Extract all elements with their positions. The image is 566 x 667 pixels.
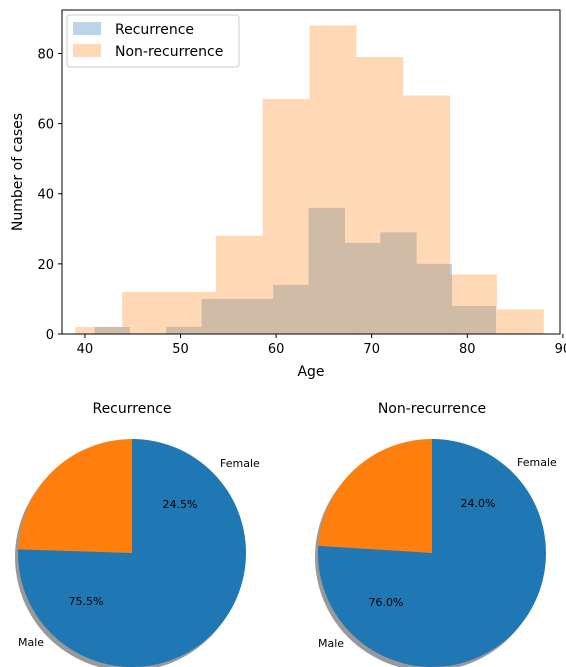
y-axis-ticks: 0 20 40 60 80 bbox=[37, 47, 62, 343]
pie-slice-female bbox=[18, 439, 132, 553]
legend: Recurrence Non-recurrence bbox=[66, 14, 240, 68]
x-tick-label: 90 bbox=[555, 342, 566, 357]
hist-bar-non-recurrence-1 bbox=[122, 291, 170, 334]
y-tick-label: 20 bbox=[37, 258, 54, 273]
legend-label-recurrence: Recurrence bbox=[115, 22, 194, 38]
x-axis-ticks: 40 50 60 70 80 90 bbox=[77, 334, 566, 357]
pie-slice-male bbox=[18, 439, 246, 667]
x-tick-label: 50 bbox=[172, 342, 189, 357]
pie-non-recurrence-slices bbox=[315, 439, 546, 667]
pie-pct-female: 24.0% bbox=[461, 497, 496, 510]
hist-bar-non-recurrence-7 bbox=[403, 95, 451, 334]
y-tick-label: 60 bbox=[37, 118, 54, 133]
pie-slice-female bbox=[318, 439, 432, 553]
pie-recurrence: Recurrence Female Male 24.5% 75.5% bbox=[15, 401, 260, 667]
hist-bar-recurrence-2 bbox=[166, 326, 202, 334]
y-tick-label: 80 bbox=[37, 47, 54, 62]
x-axis-label: Age bbox=[297, 364, 324, 380]
pie-pct-male: 75.5% bbox=[69, 595, 104, 608]
hist-bar-non-recurrence-2 bbox=[169, 291, 216, 334]
hist-bar-non-recurrence-8 bbox=[450, 274, 497, 334]
hist-bar-non-recurrence-3 bbox=[215, 235, 263, 334]
hist-bar-recurrence-5 bbox=[273, 284, 309, 334]
hist-bar-non-recurrence-9 bbox=[496, 309, 544, 334]
x-tick-label: 70 bbox=[363, 342, 380, 357]
histogram-bars bbox=[75, 25, 544, 335]
hist-bar-recurrence-0 bbox=[94, 326, 130, 334]
legend-swatch-non-recurrence bbox=[73, 44, 101, 57]
y-axis-label: Number of cases bbox=[10, 113, 26, 231]
hist-bar-recurrence-9 bbox=[416, 263, 452, 334]
legend-box bbox=[66, 14, 240, 68]
pie-pct-male: 76.0% bbox=[369, 596, 404, 609]
pie-title-recurrence: Recurrence bbox=[92, 401, 171, 417]
hist-bar-non-recurrence-0 bbox=[75, 326, 123, 334]
age-histogram: 40 50 60 70 80 90 0 20 40 60 80 Age Number of cas… bbox=[10, 9, 566, 380]
hist-bar-recurrence-10 bbox=[451, 305, 496, 334]
pie-title-non-recurrence: Non-recurrence bbox=[378, 401, 486, 417]
legend-label-non-recurrence: Non-recurrence bbox=[115, 44, 223, 60]
pie-slice-male bbox=[318, 439, 546, 667]
pie-label-male: Male bbox=[18, 636, 44, 649]
pie-non-recurrence: Non-recurrence Female Male 24.0% 76.0% bbox=[315, 401, 557, 667]
x-tick-label: 60 bbox=[268, 342, 285, 357]
hist-bar-recurrence-8 bbox=[380, 232, 417, 334]
x-tick-label: 80 bbox=[459, 342, 476, 357]
pie-recurrence-slices bbox=[15, 439, 246, 667]
hist-bar-recurrence-3 bbox=[201, 298, 238, 334]
pie-label-female: Female bbox=[220, 457, 260, 470]
y-tick-label: 0 bbox=[46, 328, 54, 343]
pie-label-male: Male bbox=[318, 637, 344, 650]
hist-bar-non-recurrence-4 bbox=[262, 99, 310, 334]
hist-bar-non-recurrence-5 bbox=[309, 25, 357, 335]
legend-swatch-recurrence bbox=[73, 22, 101, 35]
x-tick-label: 40 bbox=[77, 342, 94, 357]
hist-bar-non-recurrence-6 bbox=[356, 56, 404, 335]
pie-label-female: Female bbox=[517, 456, 557, 469]
plot-frame bbox=[61, 9, 561, 335]
y-tick-label: 40 bbox=[37, 188, 54, 203]
hist-bar-recurrence-4 bbox=[237, 298, 274, 334]
hist-bar-recurrence-6 bbox=[308, 207, 345, 334]
hist-bar-recurrence-7 bbox=[344, 242, 381, 334]
pie-pct-female: 24.5% bbox=[163, 498, 198, 511]
